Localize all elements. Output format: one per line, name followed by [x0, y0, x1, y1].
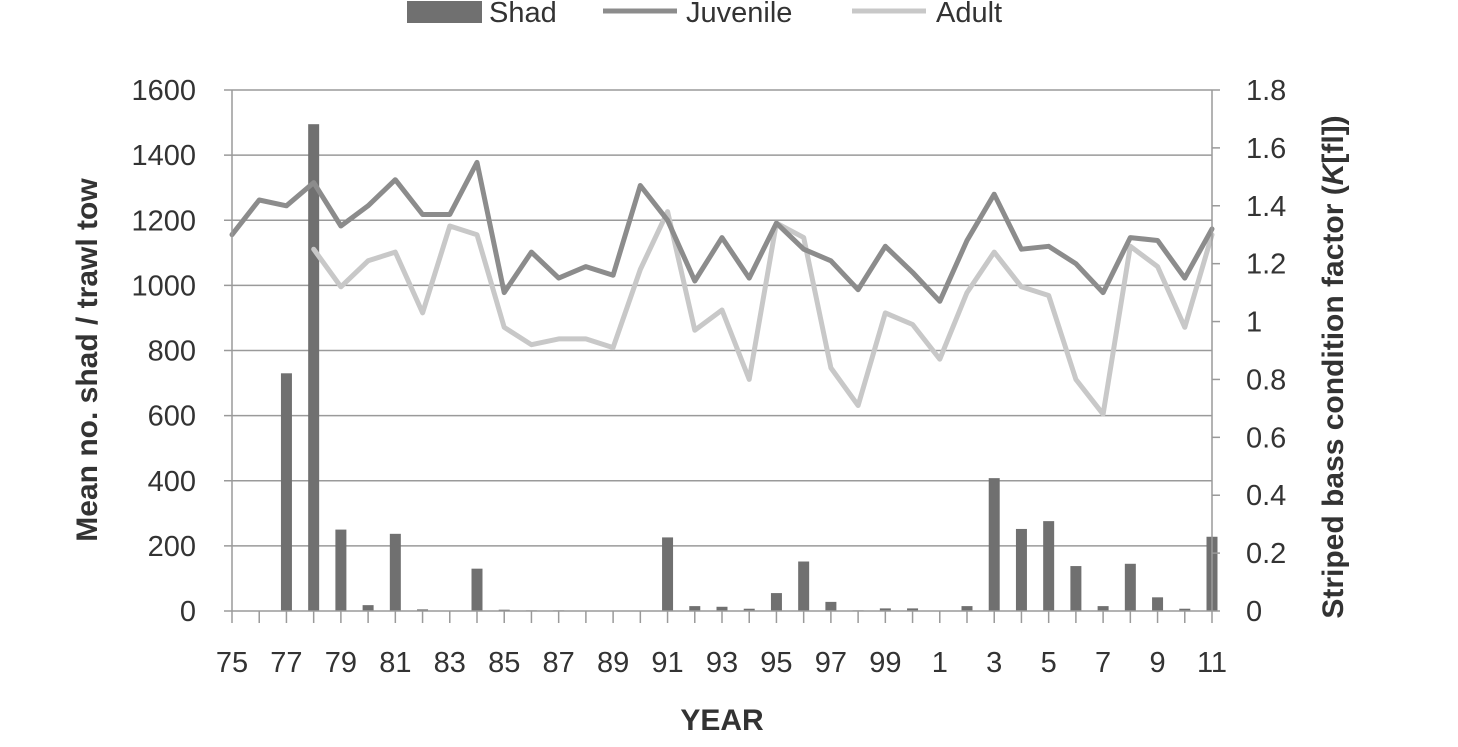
left-y-tick-label: 0 [180, 596, 196, 628]
x-tick-label: 91 [651, 647, 683, 679]
x-tick-label: 11 [1197, 647, 1227, 679]
x-tick-label: 3 [986, 647, 1002, 679]
right-y-tick-label: 0.6 [1246, 422, 1286, 454]
right-y-axis-title: Striped bass condition factor (K[fl]) [1317, 115, 1350, 618]
shad-bars [280, 124, 1218, 612]
right-y-tick-label: 1.2 [1246, 249, 1286, 281]
x-tick-label: 77 [270, 647, 302, 679]
x-tick-label: 9 [1149, 647, 1165, 679]
bar-shad [770, 593, 782, 611]
left-y-tick-label: 1000 [131, 270, 196, 302]
line-adult [311, 209, 1215, 417]
bar-shad [798, 561, 810, 611]
axes [224, 89, 1220, 623]
line-juvenile [229, 159, 1215, 304]
bar-shad [961, 606, 973, 611]
x-tick-label: 87 [543, 647, 575, 679]
bar-shad [471, 568, 483, 611]
x-tick-label: 89 [597, 647, 629, 679]
x-tick-label: 79 [325, 647, 357, 679]
bar-shad [1124, 563, 1136, 611]
gridlines [232, 89, 1212, 547]
condition-lines [229, 159, 1215, 417]
right-y-tick-label: 1 [1246, 307, 1262, 339]
right-y-tick-label: 0.8 [1246, 364, 1286, 396]
left-y-tick-label: 1600 [131, 75, 196, 107]
left-y-tick-label: 1200 [131, 205, 196, 237]
bar-shad [716, 606, 728, 611]
x-tick-label: 75 [216, 647, 248, 679]
right-y-tick-label: 0.2 [1246, 538, 1286, 570]
x-tick-label: 95 [760, 647, 792, 679]
bar-shad [907, 608, 919, 611]
bar-shad [988, 478, 1000, 611]
left-y-tick-label: 1400 [131, 140, 196, 172]
legend-label-adult: Adult [936, 0, 1002, 29]
bar-shad [335, 529, 347, 611]
legend-swatch-shad [407, 1, 482, 23]
right-y-axis-title-part-1: Striped bass condition factor ( [1317, 185, 1350, 618]
right-y-tick-label: 1.8 [1246, 75, 1286, 107]
bar-shad [1152, 597, 1164, 611]
legend-label-shad: Shad [489, 0, 557, 29]
bar-shad [417, 609, 429, 611]
right-y-tick-label: 1.6 [1246, 133, 1286, 165]
left-y-tick-label: 400 [148, 466, 196, 498]
bar-shad [879, 608, 891, 611]
left-y-axis-title: Mean no. shad / trawl tow [71, 178, 104, 542]
bar-shad [389, 533, 401, 611]
bar-shad [825, 601, 837, 611]
x-tick-label: 7 [1095, 647, 1111, 679]
x-tick-label: 97 [815, 647, 847, 679]
bar-shad [1179, 608, 1191, 611]
left-y-tick-label: 200 [148, 531, 196, 563]
bar-shad [280, 373, 292, 611]
x-axis-title: YEAR [680, 704, 764, 737]
right-y-tick-label: 1.4 [1246, 191, 1286, 223]
right-y-tick-label: 0 [1246, 596, 1262, 628]
left-y-tick-labels: 0 200 400 600 800 1000 1200 1400 1600 [131, 75, 196, 628]
x-tick-label: 81 [379, 647, 411, 679]
left-y-tick-label: 600 [148, 401, 196, 433]
left-y-tick-label: 800 [148, 336, 196, 368]
bar-shad [662, 537, 674, 611]
x-tick-labels: 75 77 79 81 83 85 87 89 91 93 95 97 99 1 3 5 7 9 11 [216, 647, 1227, 679]
bar-shad [743, 608, 755, 611]
bar-shad [308, 124, 320, 612]
right-y-tick-labels: 0 0.2 0.4 0.6 0.8 1 1.2 1.4 1.6 1.8 [1246, 75, 1286, 628]
bar-shad [1015, 528, 1027, 611]
x-tick-label: 83 [434, 647, 466, 679]
x-tick-label: 99 [869, 647, 901, 679]
right-y-axis-title-italic-k: K [1317, 161, 1350, 185]
legend-label-juvenile: Juvenile [686, 0, 792, 29]
legend: Shad Juvenile Adult [407, 0, 1002, 29]
bar-shad [1070, 566, 1082, 611]
x-tick-label: 5 [1041, 647, 1057, 679]
x-tick-label: 93 [706, 647, 738, 679]
bar-shad [689, 606, 701, 611]
x-tick-label: 1 [932, 647, 948, 679]
x-tick-label: 85 [488, 647, 520, 679]
bar-shad [1043, 521, 1055, 611]
bar-shad [362, 605, 374, 611]
right-y-axis-title-part-3: [fl]) [1317, 115, 1350, 163]
right-y-tick-label: 0.4 [1246, 480, 1286, 512]
bar-shad [1097, 606, 1109, 611]
